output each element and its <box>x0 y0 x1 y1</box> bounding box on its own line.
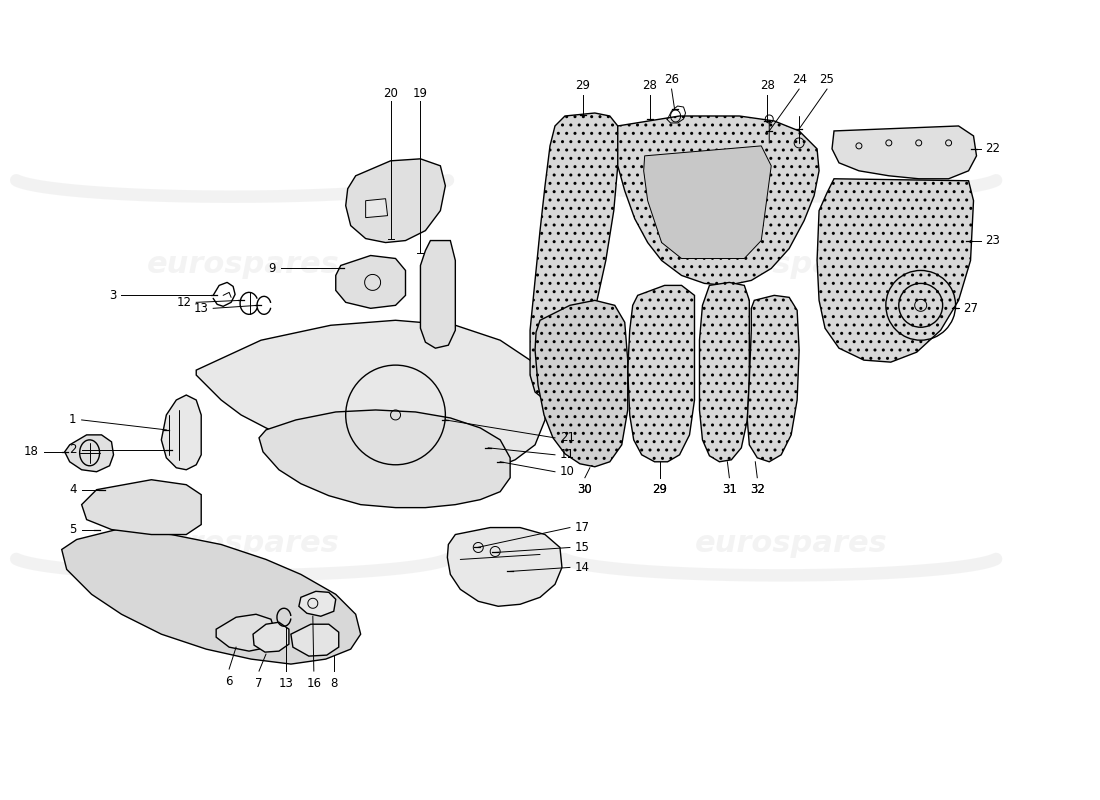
Text: 30: 30 <box>578 483 592 496</box>
Text: 12: 12 <box>176 296 191 309</box>
Text: 3: 3 <box>109 289 117 302</box>
Text: 13: 13 <box>278 677 294 690</box>
Text: 22: 22 <box>986 142 1001 155</box>
Polygon shape <box>336 255 406 308</box>
Polygon shape <box>365 198 387 218</box>
Text: 7: 7 <box>255 677 263 690</box>
Text: 14: 14 <box>575 561 590 574</box>
Polygon shape <box>530 113 618 400</box>
Text: eurospares: eurospares <box>146 529 340 558</box>
Text: 25: 25 <box>820 73 835 86</box>
Polygon shape <box>448 527 562 606</box>
Text: 28: 28 <box>760 78 774 91</box>
Polygon shape <box>832 126 977 178</box>
Polygon shape <box>253 622 289 652</box>
Polygon shape <box>258 410 510 508</box>
Text: 29: 29 <box>652 483 667 496</box>
Text: 23: 23 <box>986 234 1000 247</box>
Text: 16: 16 <box>306 677 321 690</box>
Text: 31: 31 <box>722 483 737 496</box>
Text: 32: 32 <box>750 483 764 496</box>
Polygon shape <box>196 320 544 474</box>
Text: 5: 5 <box>69 523 77 536</box>
Text: 28: 28 <box>642 78 657 91</box>
Text: 4: 4 <box>69 483 77 496</box>
Text: 30: 30 <box>578 483 592 496</box>
Polygon shape <box>162 395 201 470</box>
Text: 29: 29 <box>652 483 667 496</box>
Polygon shape <box>217 614 276 651</box>
Text: 13: 13 <box>194 302 208 315</box>
Polygon shape <box>65 435 113 472</box>
Text: 11: 11 <box>560 448 575 462</box>
Text: 9: 9 <box>268 262 276 275</box>
Text: eurospares: eurospares <box>695 250 888 279</box>
Text: eurospares: eurospares <box>146 250 340 279</box>
Text: 1: 1 <box>69 414 77 426</box>
Text: eurospares: eurospares <box>695 529 888 558</box>
Text: 19: 19 <box>412 86 428 99</box>
Text: 8: 8 <box>330 677 338 690</box>
Polygon shape <box>628 286 694 462</box>
Text: 29: 29 <box>575 78 591 91</box>
Text: 17: 17 <box>575 521 590 534</box>
Polygon shape <box>644 146 771 258</box>
Polygon shape <box>700 282 749 462</box>
Polygon shape <box>817 178 974 362</box>
Text: 6: 6 <box>226 674 233 687</box>
Polygon shape <box>747 295 799 462</box>
Polygon shape <box>81 480 201 534</box>
Text: 27: 27 <box>964 302 979 315</box>
Text: 18: 18 <box>24 446 38 458</box>
Text: 20: 20 <box>383 86 398 99</box>
Text: 32: 32 <box>750 483 764 496</box>
Polygon shape <box>345 159 446 242</box>
Text: 15: 15 <box>575 541 590 554</box>
Polygon shape <box>62 530 361 664</box>
Polygon shape <box>420 241 455 348</box>
Text: 24: 24 <box>792 73 806 86</box>
Text: 2: 2 <box>69 443 77 456</box>
Text: 26: 26 <box>664 73 679 86</box>
Polygon shape <box>290 624 339 656</box>
Polygon shape <box>535 300 628 466</box>
Polygon shape <box>618 116 820 286</box>
Text: 21: 21 <box>560 431 575 444</box>
Polygon shape <box>299 591 336 616</box>
Text: 31: 31 <box>722 483 737 496</box>
Text: 10: 10 <box>560 466 575 478</box>
